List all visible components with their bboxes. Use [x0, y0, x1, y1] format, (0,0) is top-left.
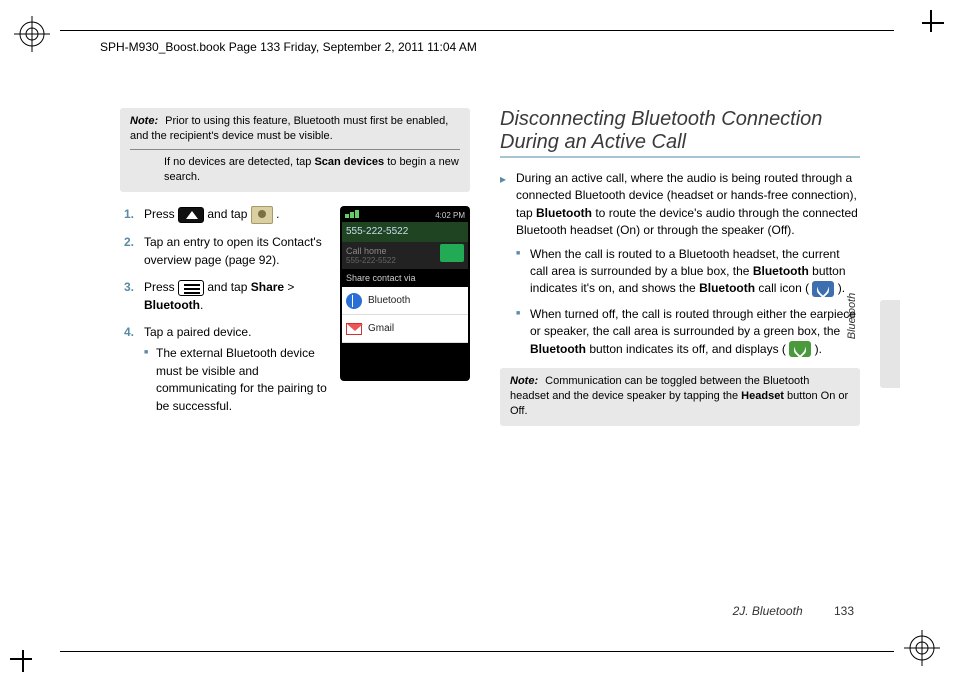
registration-mark-icon	[14, 16, 50, 52]
footer-page-number: 133	[834, 604, 854, 618]
registration-mark-icon	[904, 630, 940, 666]
menu-key-icon	[178, 280, 204, 296]
step-text: and tap	[207, 280, 250, 294]
phone-screenshot: 4:02 PM 555-222-5522 Call home 555-222-5…	[340, 206, 470, 381]
step-bold: Bluetooth	[144, 298, 200, 312]
crop-mark-icon	[10, 644, 38, 672]
phone-dialed-number: 555-222-5522	[342, 222, 468, 242]
note-text: If no devices are detected, tap	[164, 156, 314, 168]
crop-mark-icon	[916, 10, 944, 38]
body-bold: Bluetooth	[536, 206, 592, 220]
share-panel-title: Share contact via	[342, 269, 468, 287]
step-text: .	[276, 208, 279, 222]
signal-icon	[345, 210, 360, 220]
page-footer: 2J. Bluetooth 133	[733, 604, 854, 618]
phone-time: 4:02 PM	[435, 211, 465, 220]
body-text: button indicates its off, and displays (	[586, 342, 789, 356]
bluetooth-call-icon	[812, 281, 834, 297]
share-option-gmail: Gmail	[342, 315, 468, 343]
body-bold: Bluetooth	[699, 281, 755, 295]
contacts-key-icon	[251, 206, 273, 224]
right-sub-bullet-on: When the call is routed to a Bluetooth h…	[516, 246, 860, 298]
step-text: and tap	[207, 208, 250, 222]
step-text: >	[284, 280, 294, 294]
body-bold: Bluetooth	[753, 264, 809, 278]
home-key-icon	[178, 207, 204, 223]
section-side-tab: Bluetooth	[880, 300, 900, 388]
share-option-bluetooth: Bluetooth	[342, 287, 468, 315]
note-box-prerequisite: Note: Prior to using this feature, Bluet…	[120, 108, 470, 192]
phone-empty-area	[342, 343, 468, 379]
footer-section: 2J. Bluetooth	[733, 604, 803, 618]
section-heading: Disconnecting Bluetooth Connection Durin…	[500, 108, 860, 154]
step-text: Tap a paired device.	[144, 325, 251, 339]
note-bold: Scan devices	[314, 156, 384, 168]
body-text: call icon (	[755, 281, 812, 295]
bluetooth-icon	[346, 293, 362, 309]
step-text: Press	[144, 208, 178, 222]
step-3: 3. Press and tap Share > Bluetooth.	[120, 279, 332, 314]
right-main-bullet: During an active call, where the audio i…	[500, 170, 860, 358]
share-option-label: Bluetooth	[368, 295, 410, 306]
section-rule	[500, 156, 860, 158]
body-bold: Bluetooth	[530, 342, 586, 356]
step-4-sub: The external Bluetooth device must be vi…	[144, 345, 332, 415]
phone-call-row: Call home 555-222-5522	[342, 242, 468, 269]
note-label: Note:	[130, 115, 162, 127]
right-sub-bullet-off: When turned off, the call is routed thro…	[516, 306, 860, 358]
step-sub-text: The external Bluetooth device must be vi…	[156, 346, 327, 412]
note-text: Prior to using this feature, Bluetooth m…	[130, 115, 448, 142]
page-rule-bottom	[60, 651, 894, 652]
step-1: 1. Press and tap .	[120, 206, 332, 224]
side-tab-label: Bluetooth	[846, 272, 858, 360]
step-bold: Share	[251, 280, 284, 294]
book-header: SPH-M930_Boost.book Page 133 Friday, Sep…	[100, 40, 477, 54]
note-label: Note:	[510, 375, 542, 387]
gmail-icon	[346, 323, 362, 335]
share-option-label: Gmail	[368, 323, 394, 334]
note-bold: Headset	[741, 390, 784, 402]
body-text: When turned off, the call is routed thro…	[530, 307, 856, 338]
step-text: .	[200, 298, 203, 312]
step-text: Press	[144, 280, 178, 294]
body-text: ).	[834, 281, 845, 295]
step-2: 2. Tap an entry to open its Contact's ov…	[120, 234, 332, 269]
call-button-icon	[440, 244, 464, 262]
page-rule-top	[60, 30, 894, 31]
step-text: Tap an entry to open its Contact's overv…	[144, 235, 322, 266]
step-4: 4. Tap a paired device. The external Blu…	[120, 324, 332, 415]
phone-status-bar: 4:02 PM	[342, 208, 468, 222]
note-box-toggle: Note: Communication can be toggled betwe…	[500, 368, 860, 427]
body-text: ).	[811, 342, 822, 356]
speaker-call-icon	[789, 341, 811, 357]
